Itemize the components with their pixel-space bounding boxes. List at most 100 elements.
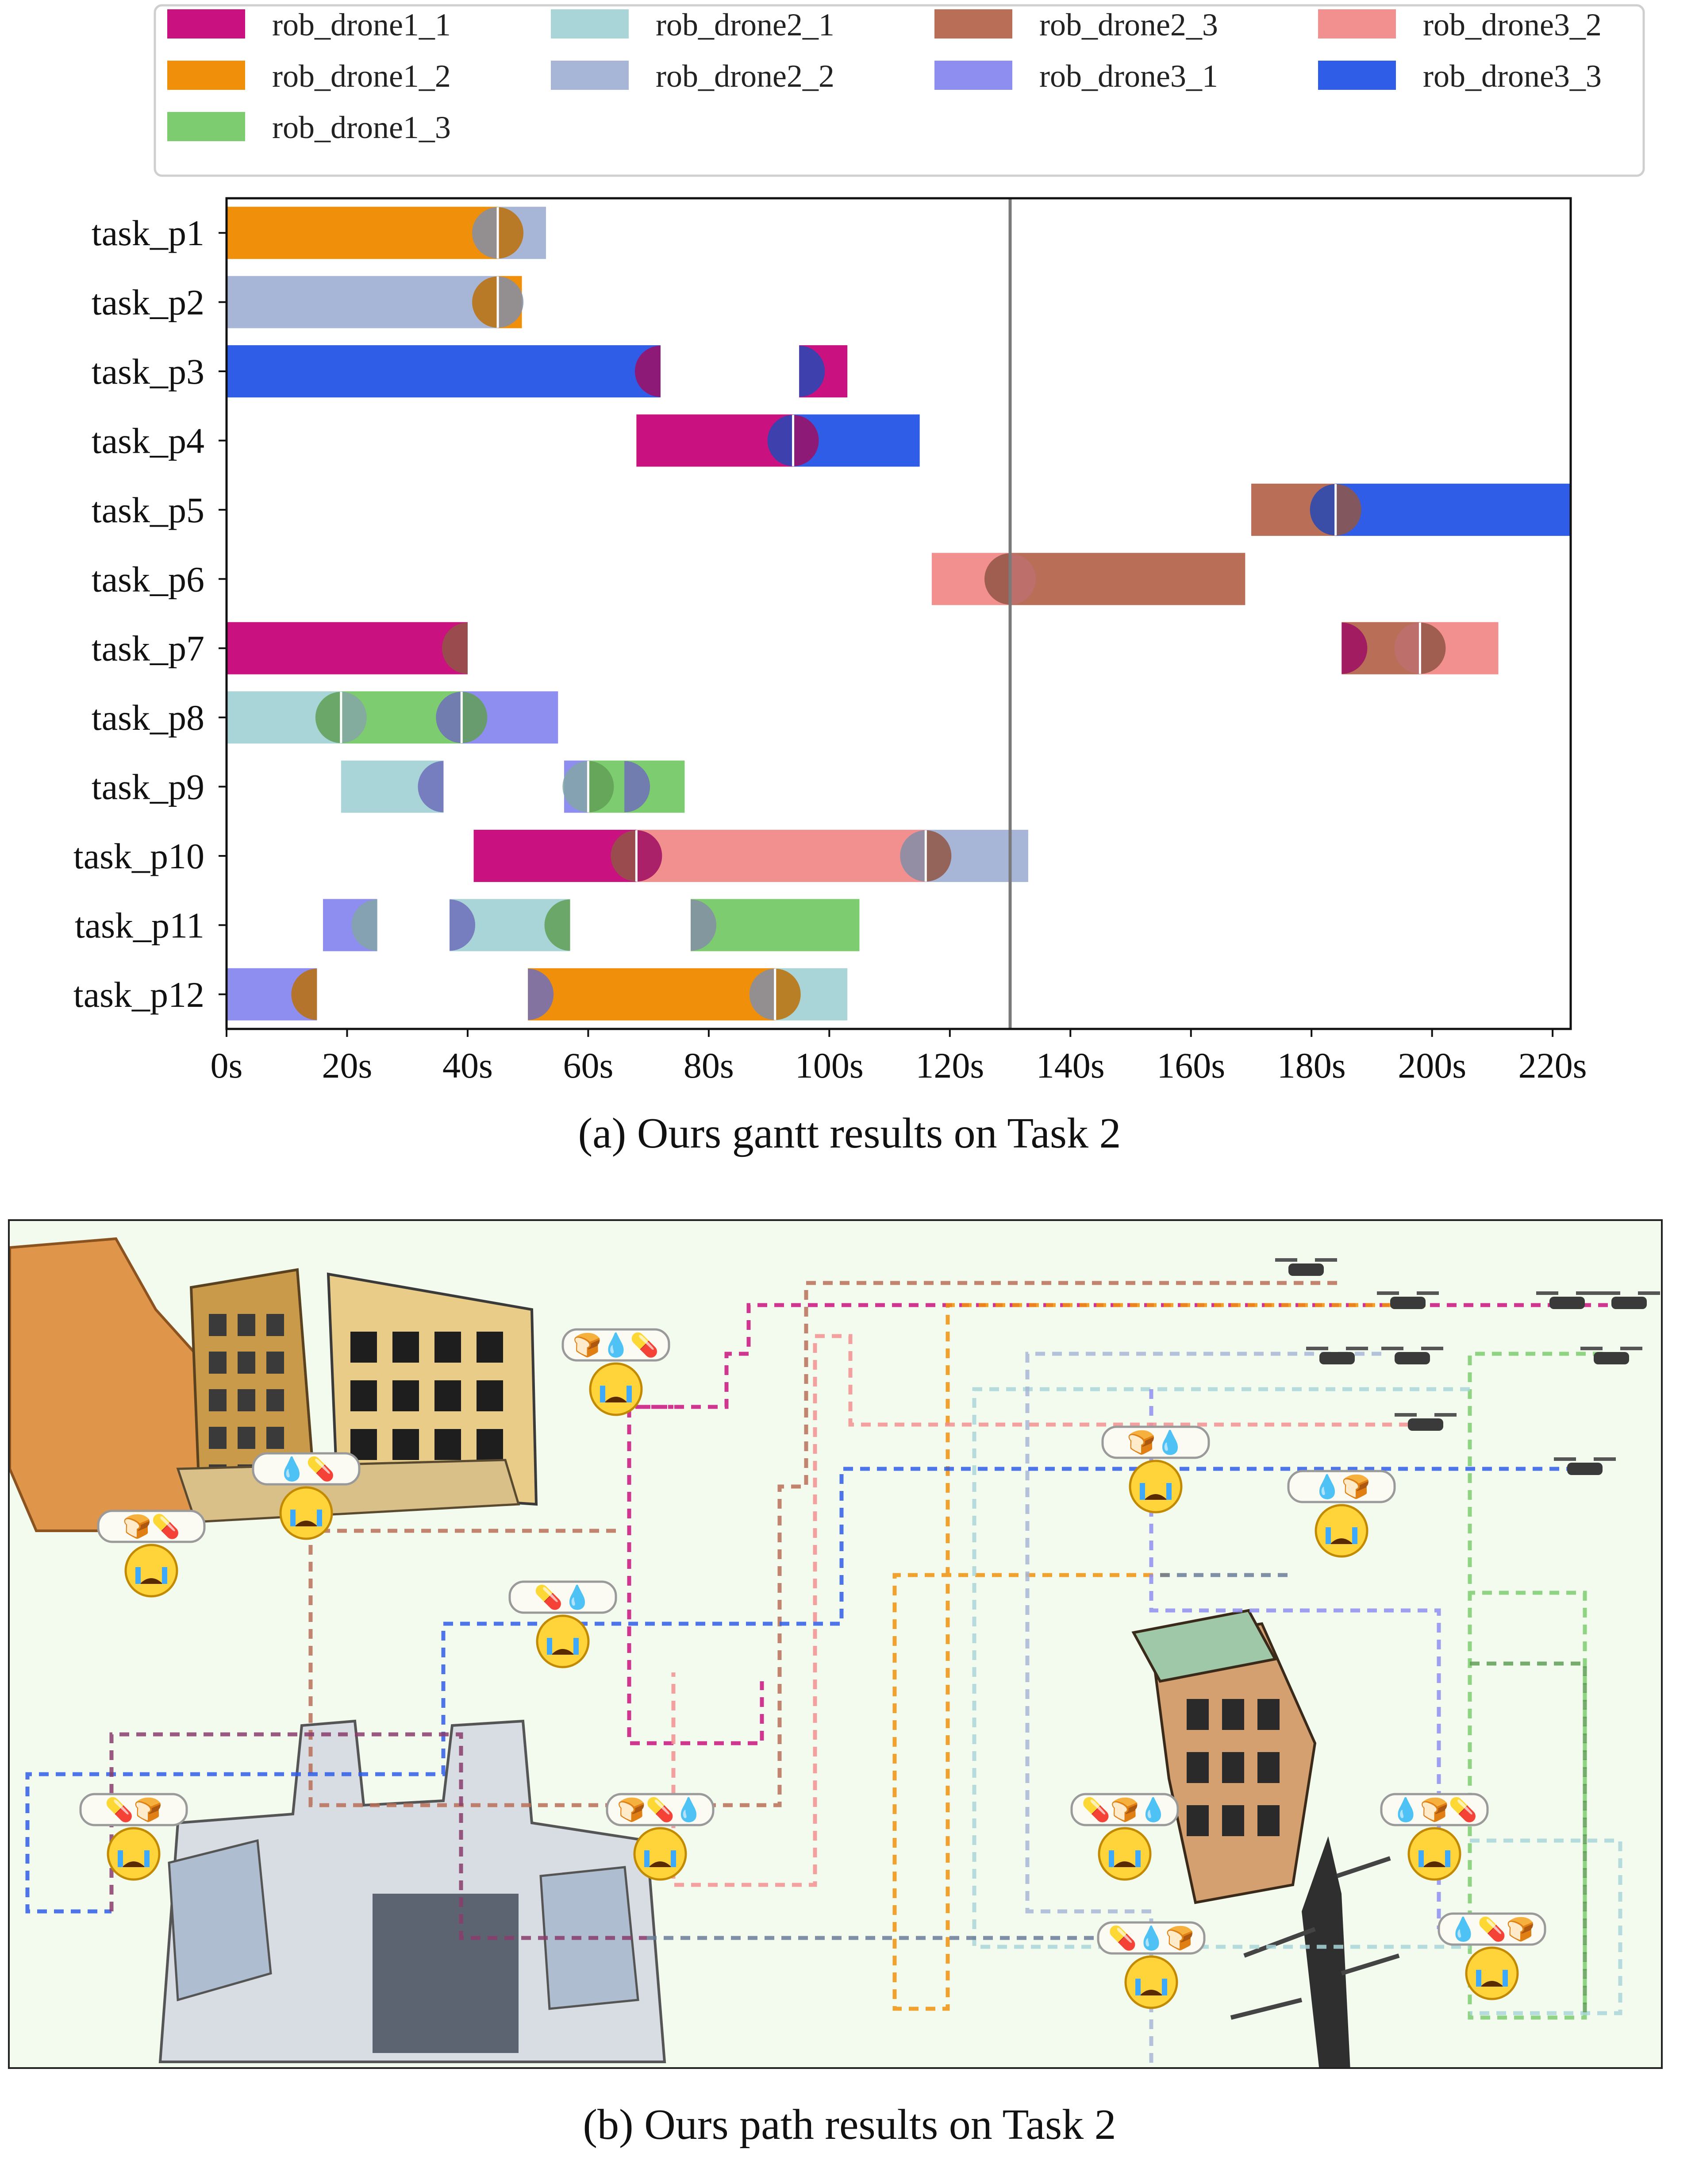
drone-body bbox=[1611, 1297, 1647, 1309]
building-window bbox=[1222, 1699, 1244, 1730]
building-window bbox=[1187, 1805, 1209, 1836]
legend-label: rob_drone2_1 bbox=[656, 7, 834, 42]
handoff-marker bbox=[450, 899, 476, 951]
victim-marker: 💧🍞 bbox=[1287, 1470, 1396, 1558]
legend-label: rob_drone3_2 bbox=[1423, 7, 1602, 42]
plot-frame bbox=[225, 197, 1572, 1030]
handoff-marker bbox=[900, 830, 926, 882]
building-window bbox=[266, 1427, 284, 1449]
legend-swatch bbox=[934, 61, 1012, 90]
y-tick-label: task_p5 bbox=[92, 490, 204, 530]
y-tick-label: task_p11 bbox=[75, 905, 204, 945]
handoff-marker bbox=[1310, 484, 1336, 535]
drone-body bbox=[1395, 1352, 1430, 1364]
needs-bubble bbox=[561, 1328, 670, 1362]
gantt-bar bbox=[227, 207, 498, 259]
building-window bbox=[392, 1332, 419, 1363]
handoff-marker bbox=[1342, 622, 1368, 674]
drone-body bbox=[1319, 1352, 1355, 1364]
y-tick-label: task_p3 bbox=[92, 351, 204, 392]
drone-body bbox=[1567, 1463, 1603, 1475]
path-map-canvas: 🍞💧💊 💧💊 🍞💊 💊💧 💊🍞 🍞💊💧 💊🍞💧 💊💧🍞 🍞💧 💧🍞 💧🍞💊 💧💊🍞 bbox=[10, 1221, 1661, 2067]
legend-swatch bbox=[551, 9, 629, 39]
needs-label: 🍞💧 bbox=[1127, 1429, 1184, 1456]
plot-background bbox=[227, 198, 1571, 1029]
needs-bubble bbox=[97, 1510, 206, 1543]
drone-icon bbox=[1377, 1291, 1439, 1309]
crying-face-icon bbox=[107, 1827, 161, 1881]
drone-icon bbox=[1275, 1258, 1337, 1276]
legend-label: rob_drone1_2 bbox=[272, 58, 451, 94]
needs-bubble bbox=[1380, 1793, 1489, 1826]
drone-icon bbox=[1598, 1291, 1660, 1309]
ground-crack bbox=[1302, 1836, 1350, 2067]
tears bbox=[290, 1510, 322, 1526]
y-tick-label: task_p9 bbox=[92, 767, 204, 807]
crying-mouth bbox=[1144, 1494, 1167, 1500]
gantt-bar bbox=[1335, 483, 1571, 536]
ruin-doorway bbox=[373, 1894, 519, 2053]
legend-swatch bbox=[551, 61, 629, 90]
x-tick-label: 180s bbox=[1277, 1045, 1346, 1086]
x-tick-label: 100s bbox=[795, 1045, 864, 1086]
x-tick-label: 80s bbox=[684, 1045, 734, 1086]
building-window bbox=[477, 1332, 503, 1363]
tears bbox=[547, 1638, 579, 1655]
x-tick-label: 120s bbox=[915, 1045, 984, 1086]
drone-route bbox=[671, 1334, 1426, 1887]
crying-mouth bbox=[551, 1649, 574, 1655]
building-window bbox=[350, 1429, 377, 1460]
building-window bbox=[238, 1427, 255, 1449]
x-tick-label: 200s bbox=[1398, 1045, 1466, 1086]
building-window bbox=[266, 1389, 284, 1411]
figure-caption-a: (a) Ours gantt results on Task 2 bbox=[578, 1109, 1121, 1157]
building-window bbox=[1222, 1752, 1244, 1783]
figure-caption-b: (b) Ours path results on Task 2 bbox=[583, 2101, 1116, 2149]
crying-face-icon bbox=[1465, 1946, 1519, 2000]
handoff-marker bbox=[562, 761, 588, 813]
legend-swatch bbox=[167, 9, 245, 39]
crying-mouth bbox=[140, 1578, 163, 1584]
handoff-marker bbox=[1010, 553, 1036, 605]
handoff-marker bbox=[793, 415, 819, 466]
needs-bubble bbox=[252, 1452, 361, 1486]
legend-item: rob_drone1_3 bbox=[167, 110, 451, 145]
tears bbox=[135, 1567, 167, 1584]
crying-face-icon bbox=[1407, 1827, 1461, 1881]
ruin-left-block bbox=[168, 1839, 272, 2002]
building-window bbox=[1187, 1699, 1209, 1730]
gantt-bar bbox=[227, 622, 468, 674]
crying-mouth bbox=[1480, 1981, 1503, 1987]
tears bbox=[600, 1386, 632, 1402]
crying-face-icon bbox=[124, 1544, 178, 1598]
y-tick-label: task_p1 bbox=[92, 213, 204, 253]
tears bbox=[1140, 1483, 1172, 1500]
y-tick-label: task_p4 bbox=[92, 420, 204, 461]
needs-label: 🍞💊 bbox=[123, 1513, 180, 1540]
x-tick-label: 220s bbox=[1518, 1045, 1587, 1086]
building-window bbox=[209, 1389, 227, 1411]
x-tick-label: 140s bbox=[1036, 1045, 1105, 1086]
handoff-marker bbox=[624, 761, 650, 813]
crack-branches bbox=[1230, 1856, 1400, 2020]
gantt-bar bbox=[473, 829, 637, 882]
legend-swatch bbox=[167, 61, 245, 90]
handoff-marker bbox=[544, 899, 570, 951]
handoff-marker bbox=[498, 276, 524, 328]
victim-marker: 💊💧🍞 bbox=[1097, 1921, 1206, 2009]
needs-label: 💊💧🍞 bbox=[1108, 1924, 1194, 1952]
x-tick-label: 20s bbox=[322, 1045, 373, 1086]
legend-item: rob_drone3_2 bbox=[1318, 7, 1602, 42]
victim-marker: 💊💧 bbox=[508, 1580, 617, 1668]
plot-area: task_p1 task_p2 task_p3 task_p4 task_p5 task_… bbox=[73, 197, 1587, 1086]
handoff-marker bbox=[472, 207, 498, 259]
legend: rob_drone1_1 rob_drone1_2 rob_drone1_3 rob_… bbox=[154, 4, 1645, 177]
drone-body bbox=[1408, 1418, 1443, 1431]
legend-swatch bbox=[1318, 9, 1396, 39]
drone-route bbox=[1468, 1352, 1603, 2020]
legend-label: rob_drone3_3 bbox=[1423, 58, 1602, 94]
x-tick-label: 60s bbox=[563, 1045, 613, 1086]
gantt-bar bbox=[636, 829, 926, 882]
handoff-marker bbox=[611, 830, 637, 882]
building-window bbox=[350, 1332, 377, 1363]
